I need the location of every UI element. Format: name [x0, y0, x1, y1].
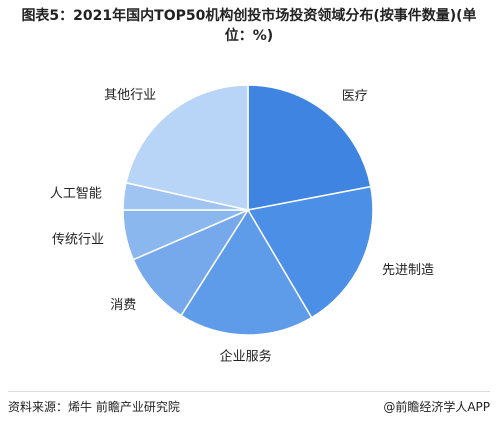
source: 资料来源：烯牛 前瞻产业研究院 — [8, 400, 180, 414]
pie-slice — [179, 208, 313, 336]
slice-label: 先进制造 — [382, 263, 434, 278]
slice-label: 医疗 — [342, 89, 368, 104]
chart-title: 图表5：2021年国内TOP50机构创投市场投资领域分布(按事件数量)(单位：%… — [21, 8, 477, 44]
slice-label: 传统行业 — [52, 232, 104, 247]
pie-slice — [246, 185, 374, 319]
footer: 资料来源：烯牛 前瞻产业研究院 @前瞻经济学人APP — [8, 391, 490, 415]
pie-slice — [125, 84, 249, 211]
slice-label: 人工智能 — [50, 186, 102, 201]
pie-slice — [247, 84, 372, 211]
slice-label: 企业服务 — [220, 348, 272, 364]
brand: @前瞻经济学人APP — [383, 400, 490, 414]
pie-slice — [132, 208, 250, 317]
slice-label: 消费 — [110, 298, 136, 313]
slice-label: 其他行业 — [104, 88, 156, 103]
